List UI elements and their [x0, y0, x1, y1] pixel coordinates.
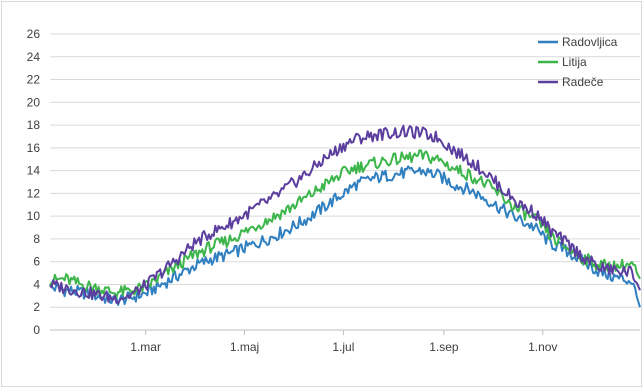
series-line-radeče [49, 124, 641, 304]
x-tick-label-1.maj: 1.maj [230, 340, 259, 354]
y-tick-label-12: 12 [27, 186, 41, 200]
legend-label-litija: Litija [562, 55, 587, 69]
legend-label-radeče: Radeče [562, 75, 604, 89]
y-tick-label-24: 24 [27, 50, 41, 64]
y-tick-label-8: 8 [33, 232, 40, 246]
y-tick-label-0: 0 [33, 323, 40, 337]
x-tick-label-1.nov: 1.nov [528, 340, 557, 354]
y-tick-label-16: 16 [27, 141, 41, 155]
x-tick-label-1.mar: 1.mar [130, 340, 161, 354]
series-line-litija [49, 149, 641, 299]
y-tick-label-26: 26 [27, 27, 41, 41]
y-tick-label-22: 22 [27, 73, 41, 87]
y-tick-label-18: 18 [27, 118, 41, 132]
y-tick-label-2: 2 [33, 300, 40, 314]
y-tick-label-14: 14 [27, 164, 41, 178]
y-tick-label-20: 20 [27, 95, 41, 109]
legend-label-radovljica: Radovljica [562, 35, 618, 49]
x-tick-label-1.jul: 1.jul [332, 340, 354, 354]
y-tick-label-6: 6 [33, 255, 40, 269]
y-tick-label-10: 10 [27, 209, 41, 223]
y-tick-label-4: 4 [33, 277, 40, 291]
x-tick-label-1.sep: 1.sep [429, 340, 459, 354]
